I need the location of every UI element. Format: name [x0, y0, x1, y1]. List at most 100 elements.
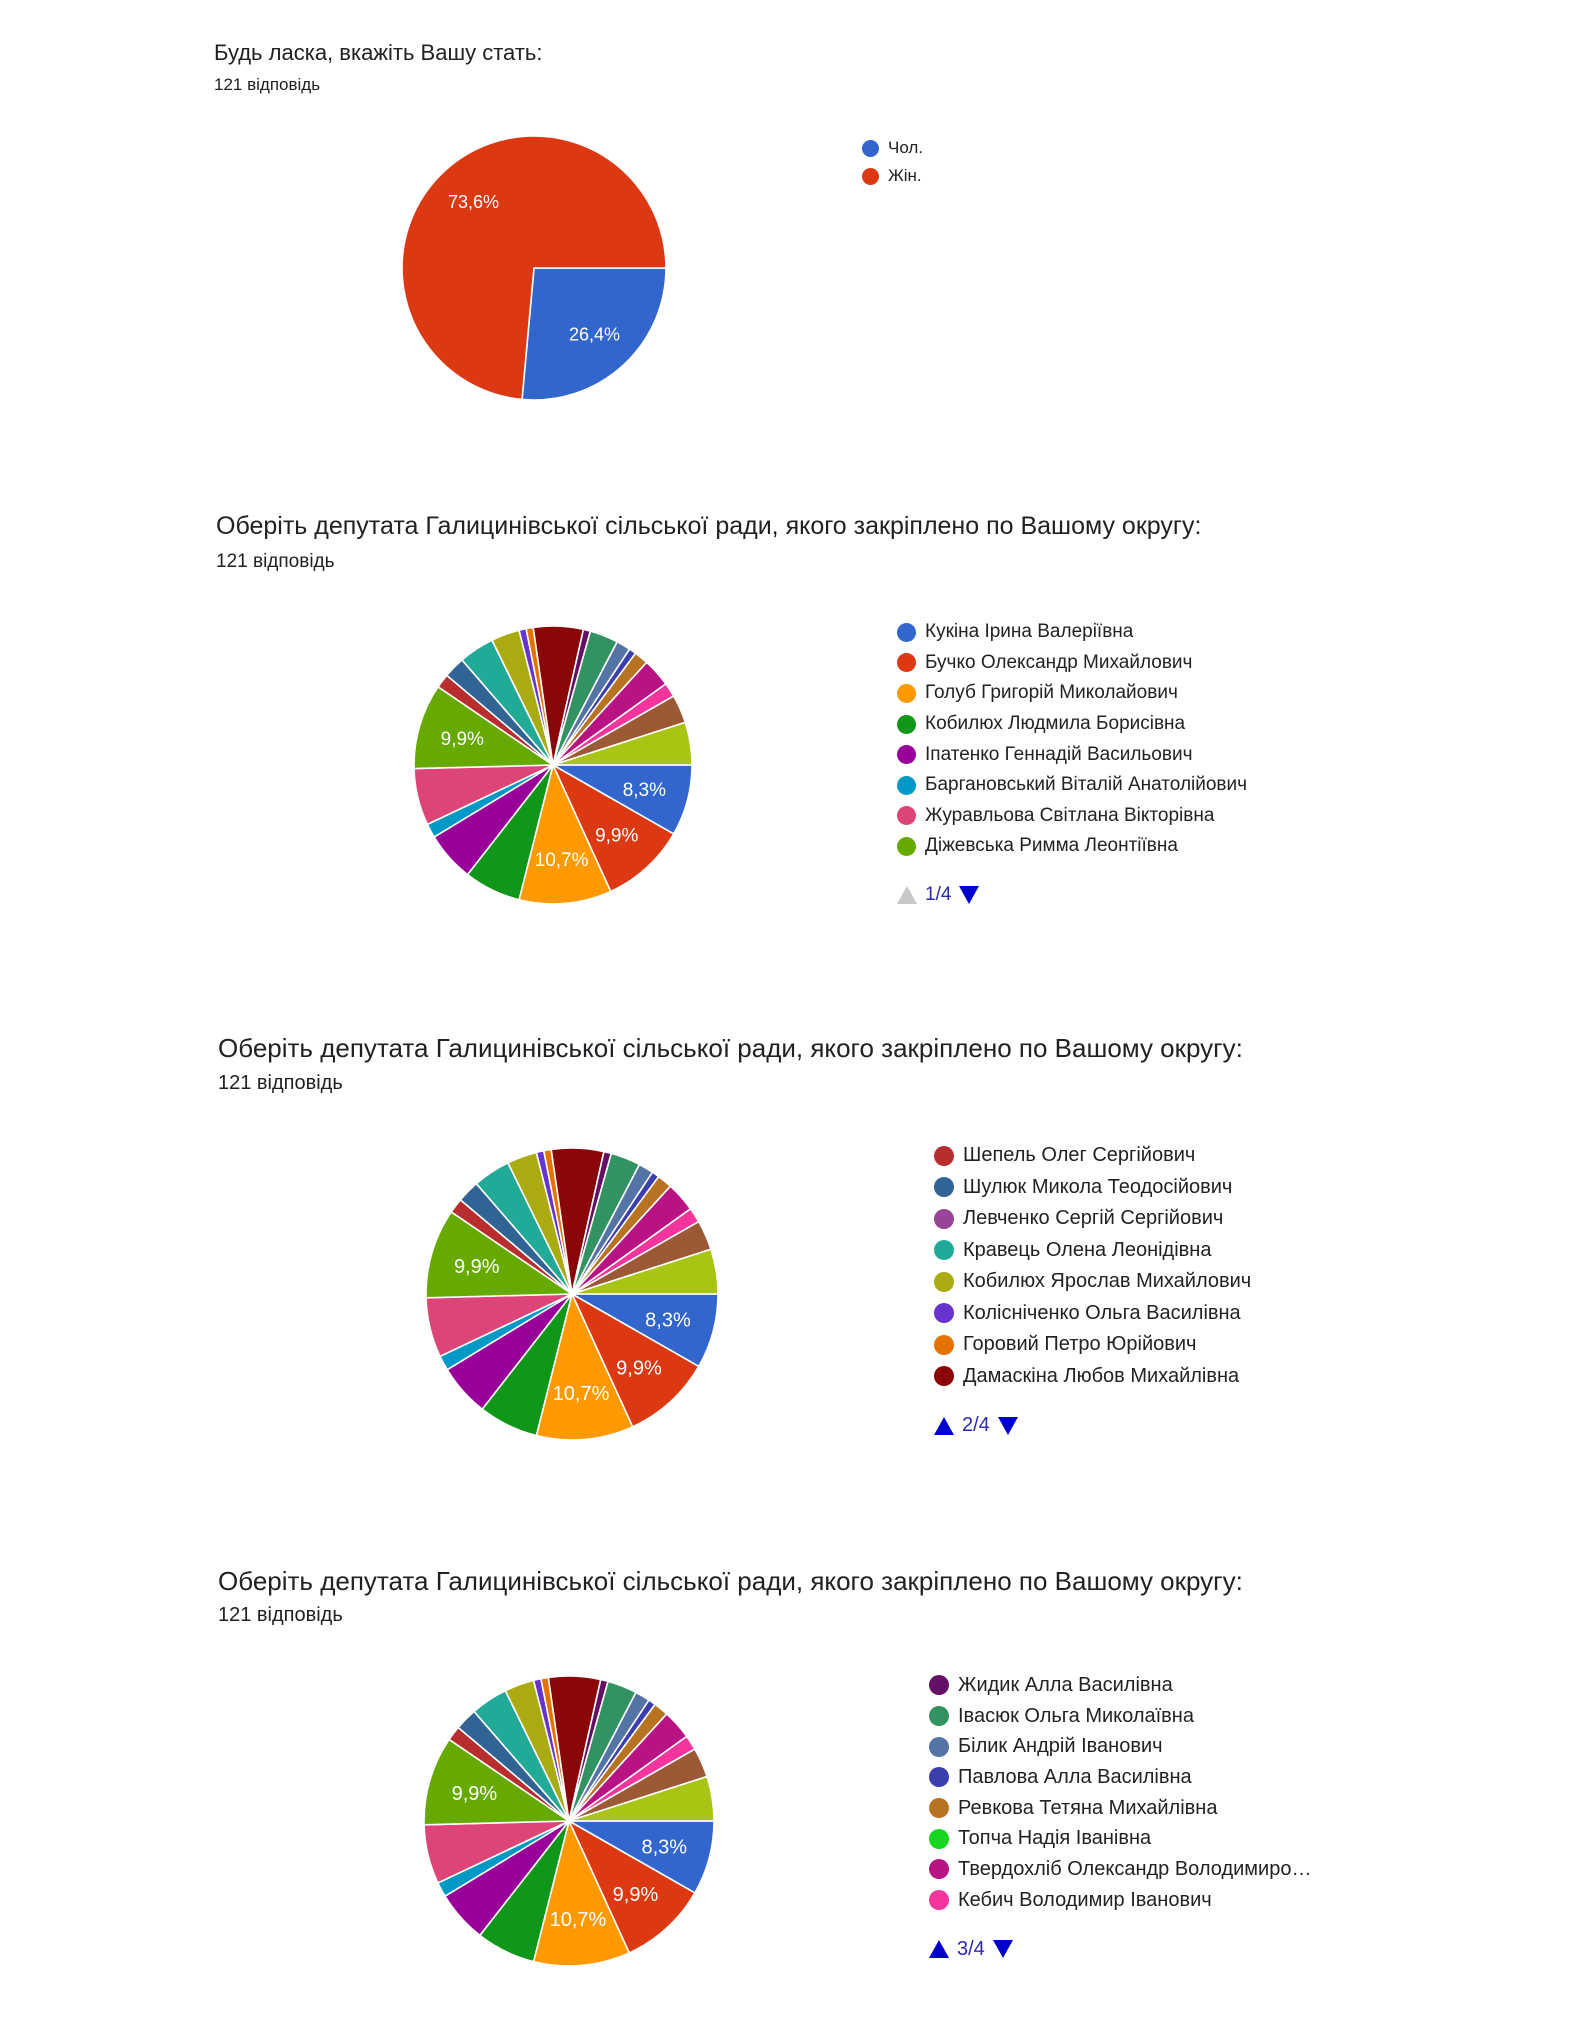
- legend-item[interactable]: Дамаскіна Любов Михайлівна: [934, 1361, 1251, 1393]
- legend-label: Кукіна Ірина Валеріївна: [925, 621, 1134, 643]
- pie-slice[interactable]: [552, 721, 693, 766]
- legend-label: Горовий Петро Юрійович: [963, 1333, 1197, 1356]
- pie-slice[interactable]: [535, 1291, 634, 1441]
- chart-2-response-count: 121 відповідь: [216, 551, 335, 572]
- legend-label: Шепель Олег Сергійович: [963, 1144, 1196, 1167]
- legend-label: Голуб Григорій Миколайович: [925, 682, 1178, 704]
- pie-slice[interactable]: [532, 1818, 631, 1967]
- pie-slice[interactable]: [401, 135, 667, 401]
- legend-color-dot-icon: [897, 714, 916, 734]
- pie-slice[interactable]: [518, 762, 612, 905]
- legend-item[interactable]: Бучко Олександр Михайлович: [897, 648, 1247, 679]
- legend-label: Івасюк Ольга Миколаївна: [958, 1704, 1194, 1727]
- legend-item[interactable]: Чол.: [862, 134, 923, 162]
- chart-1-title: Будь ласка, вкажіть Вашу стать:: [214, 40, 543, 65]
- chart-1-legend: Чол. Жін.: [862, 134, 923, 190]
- pie-slice[interactable]: [568, 1775, 715, 1822]
- legend-color-dot-icon: [934, 1208, 954, 1229]
- legend-item[interactable]: Шепель Олег Сергійович: [934, 1140, 1251, 1172]
- legend-color-dot-icon: [897, 683, 916, 703]
- legend-color-dot-icon: [929, 1736, 949, 1757]
- slice-data-label: 8,3%: [645, 1309, 691, 1331]
- chart-1-response-count: 121 відповідь: [214, 75, 321, 94]
- legend-next-page-arrow-icon[interactable]: [959, 885, 980, 904]
- legend-color-dot-icon: [862, 167, 879, 185]
- legend-color-dot-icon: [929, 1859, 949, 1880]
- legend-color-dot-icon: [897, 653, 916, 673]
- legend-label: Шулюк Микола Теодосійович: [963, 1175, 1233, 1198]
- legend-item[interactable]: Левченко Сергій Сергійович: [934, 1203, 1251, 1235]
- legend-color-dot-icon: [934, 1145, 954, 1166]
- chart-3-response-count: 121 відповідь: [218, 1072, 343, 1094]
- legend-label: Бучко Олександр Михайлович: [925, 651, 1193, 673]
- legend-color-dot-icon: [934, 1240, 954, 1261]
- legend-label: Баргановський Віталій Анатолійович: [925, 774, 1248, 796]
- legend-color-dot-icon: [929, 1890, 949, 1911]
- legend-color-dot-icon: [897, 806, 916, 826]
- legend-previous-page-arrow-icon[interactable]: [929, 1940, 949, 1958]
- slice-data-label: 9,9%: [595, 825, 638, 846]
- legend-pager: 2/4: [934, 1414, 1251, 1437]
- pie-slice[interactable]: [570, 1292, 700, 1428]
- pie-slice[interactable]: [423, 1738, 572, 1826]
- legend-item[interactable]: Білик Андрій Іванович: [929, 1731, 1311, 1762]
- legend-item[interactable]: Іпатенко Геннадій Васильович: [897, 739, 1247, 770]
- legend-label: Іпатенко Геннадій Васильович: [925, 743, 1193, 765]
- slice-data-label: 73,6%: [448, 192, 499, 212]
- legend-next-page-arrow-icon[interactable]: [992, 1940, 1013, 1958]
- slice-data-label: 8,3%: [623, 780, 666, 801]
- legend-label: Топча Надія Іванівна: [958, 1827, 1152, 1850]
- legend-color-dot-icon: [862, 139, 879, 157]
- pie-slice[interactable]: [551, 763, 675, 893]
- legend-label: Дамаскіна Любов Михайлівна: [963, 1364, 1240, 1387]
- legend-color-dot-icon: [929, 1798, 949, 1819]
- legend-pager: 1/4: [897, 884, 1247, 906]
- legend-item[interactable]: Кобилюх Ярослав Михайлович: [934, 1266, 1251, 1298]
- legend-pager: 3/4: [929, 1938, 1311, 1961]
- legend-item[interactable]: Жін.: [862, 162, 923, 190]
- legend-item[interactable]: Журавльова Світлана Вікторівна: [897, 801, 1247, 832]
- slice-data-label: 8,3%: [641, 1836, 687, 1858]
- legend-page-indicator: 3/4: [957, 1937, 985, 1960]
- legend-label: Кобилюх Ярослав Михайлович: [963, 1270, 1252, 1293]
- legend-item[interactable]: Діжевська Римма Леонтіївна: [897, 831, 1247, 862]
- legend-color-dot-icon: [929, 1675, 949, 1696]
- chart-3-legend: Шепель Олег Сергійович Шулюк Микола Теодо…: [934, 1140, 1251, 1437]
- pie-slice[interactable]: [425, 1210, 575, 1299]
- chart-4-pie: 8,3% 9,9% 10,7% 9,9%: [423, 1675, 715, 1967]
- legend-item[interactable]: Твердохліб Олександр Володимиро…: [929, 1854, 1311, 1885]
- legend-label: Колісніченко Ольга Василівна: [963, 1301, 1241, 1324]
- legend-item[interactable]: Павлова Алла Василівна: [929, 1762, 1311, 1793]
- pie-slice[interactable]: [521, 267, 667, 401]
- chart-1-pie: 26,4% 73,6%: [401, 135, 667, 401]
- legend-label: Діжевська Римма Леонтіївна: [925, 835, 1178, 857]
- legend-item[interactable]: Горовий Петро Юрійович: [934, 1329, 1251, 1361]
- legend-item[interactable]: Івасюк Ольга Миколаївна: [929, 1701, 1311, 1732]
- pie-slice[interactable]: [413, 685, 556, 770]
- legend-item[interactable]: Жидик Алла Василівна: [929, 1670, 1311, 1701]
- chart-3-pie: 8,3% 9,9% 10,7% 9,9%: [425, 1147, 719, 1441]
- legend-item[interactable]: Кукіна Ірина Валеріївна: [897, 617, 1247, 648]
- slice-data-label: 26,4%: [569, 325, 620, 345]
- legend-item[interactable]: Шулюк Микола Теодосійович: [934, 1172, 1251, 1204]
- legend-previous-page-arrow-icon[interactable]: [934, 1416, 954, 1435]
- legend-label: Кебич Володимир Іванович: [958, 1888, 1212, 1911]
- legend-item[interactable]: Кобилюх Людмила Борисівна: [897, 709, 1247, 740]
- pie-slice[interactable]: [571, 1248, 719, 1295]
- legend-item[interactable]: Ревкова Тетяна Михайлівна: [929, 1793, 1311, 1824]
- legend-next-page-arrow-icon[interactable]: [997, 1416, 1018, 1435]
- legend-color-dot-icon: [934, 1366, 954, 1387]
- pie-slice[interactable]: [567, 1819, 696, 1954]
- legend-label: Левченко Сергій Сергійович: [963, 1207, 1224, 1230]
- legend-item[interactable]: Баргановський Віталій Анатолійович: [897, 770, 1247, 801]
- slice-data-label: 10,7%: [550, 1909, 607, 1931]
- legend-color-dot-icon: [897, 622, 916, 642]
- legend-item[interactable]: Голуб Григорій Миколайович: [897, 678, 1247, 709]
- legend-item[interactable]: Колісніченко Ольга Василівна: [934, 1298, 1251, 1330]
- legend-item[interactable]: Кебич Володимир Іванович: [929, 1885, 1311, 1916]
- legend-color-dot-icon: [897, 836, 916, 856]
- chart-2-title: Оберіть депутата Галицинівської сільсько…: [216, 512, 1202, 540]
- legend-item[interactable]: Топча Надія Іванівна: [929, 1823, 1311, 1854]
- legend-item[interactable]: Кравець Олена Леонідівна: [934, 1235, 1251, 1267]
- chart-4-legend: Жидик Алла Василівна Івасюк Ольга Миколаї…: [929, 1670, 1311, 1961]
